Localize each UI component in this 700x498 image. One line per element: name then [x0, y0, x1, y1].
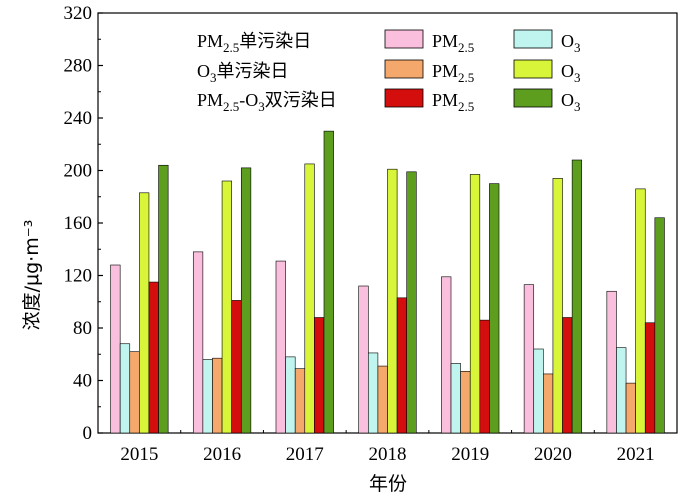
bar-2017-series-6 — [323, 130, 334, 434]
legend-label: PM2.5​ — [432, 61, 474, 85]
bar-2018-series-1 — [358, 285, 369, 434]
bar-2021-series-3 — [625, 382, 636, 434]
bar-2016-series-6 — [240, 167, 252, 434]
legend-row-title: PM2.5​单污染日 — [197, 31, 311, 55]
legend-label: PM2.5​ — [432, 31, 474, 55]
bar-2017-series-2 — [285, 356, 296, 434]
bar-2019-series-5 — [479, 319, 490, 434]
bar-2020-series-6 — [571, 159, 583, 434]
x-tick-label: 2019 — [451, 444, 489, 465]
bar-2016-series-2 — [202, 359, 213, 434]
legend-label: PM2.5​ — [432, 90, 474, 114]
bar-2019-series-4 — [469, 174, 481, 434]
bar-2015-series-1 — [110, 264, 121, 434]
bar-2021-series-1 — [606, 290, 617, 434]
bar-2018-series-4 — [387, 168, 398, 434]
y-tick-label: 40 — [73, 371, 92, 392]
legend-swatch — [513, 29, 553, 49]
bar-2018-series-5 — [396, 297, 408, 434]
legend-swatch — [384, 88, 424, 108]
bar-2018-series-3 — [377, 365, 388, 434]
bar-2019-series-2 — [450, 363, 461, 434]
y-tick-label: 280 — [64, 56, 93, 77]
bar-2016-series-5 — [231, 300, 242, 434]
bar-2015-series-4 — [139, 192, 150, 434]
x-tick-label: 2016 — [203, 444, 241, 465]
legend-row-title: O3​单污染日 — [197, 61, 289, 85]
y-axis: 0 40 80 120 160 200 240 280 320 — [64, 3, 103, 444]
bar-2017-series-3 — [294, 368, 306, 434]
bar-2015-series-2 — [119, 343, 131, 434]
bar-2016-series-4 — [221, 180, 232, 434]
x-tick-label: 2015 — [120, 444, 158, 465]
y-tick-label: 80 — [73, 318, 92, 339]
bar-2020-series-4 — [552, 178, 563, 434]
y-tick-label: 0 — [83, 423, 93, 444]
bars — [110, 130, 665, 434]
x-tick-label: 2021 — [617, 444, 655, 465]
legend-label: O3​ — [561, 90, 581, 114]
y-tick-label: 240 — [64, 108, 93, 129]
y-tick-label: 160 — [64, 213, 93, 234]
y-tick-label: 320 — [64, 3, 93, 24]
bar-2019-series-1 — [441, 276, 452, 434]
bar-2015-series-6 — [158, 164, 169, 434]
bar-2018-series-6 — [406, 171, 417, 434]
bar-2021-series-6 — [654, 217, 665, 434]
bar-2017-series-4 — [304, 163, 315, 434]
bar-2019-series-6 — [489, 183, 500, 434]
bar-2017-series-1 — [275, 260, 286, 434]
x-tick-label: 2018 — [369, 444, 407, 465]
legend-label: O3​ — [561, 31, 581, 55]
y-tick-label: 120 — [64, 266, 93, 287]
bar-2017-series-5 — [314, 317, 325, 434]
bar-2021-series-4 — [635, 188, 646, 434]
bar-2018-series-2 — [367, 352, 379, 434]
legend-row-title: PM2.5​-O3​双污染日 — [197, 90, 337, 114]
y-axis-title: 浓度/μg·m⁻³ — [21, 220, 43, 331]
bar-2020-series-1 — [523, 284, 535, 434]
legend-swatch — [384, 29, 424, 49]
bar-2020-series-3 — [543, 373, 554, 434]
bar-2021-series-2 — [616, 347, 627, 434]
legend: PM2.5​单污染日 O3​单污染日 PM2.5​-O3​双污染日 PM2.5​ O3​… — [197, 29, 581, 114]
legend-swatch — [513, 88, 553, 108]
y-tick-label: 200 — [64, 161, 93, 182]
x-axis: 2015 2016 2017 2018 2019 2020 2021 — [120, 428, 655, 465]
bar-2016-series-1 — [192, 251, 204, 434]
bar-2020-series-2 — [533, 348, 544, 434]
bar-2020-series-5 — [562, 317, 573, 434]
bar-2019-series-3 — [460, 371, 471, 434]
x-tick-label: 2020 — [534, 444, 572, 465]
legend-label: O3​ — [561, 61, 581, 85]
bar-2015-series-5 — [148, 281, 159, 434]
x-tick-label: 2017 — [286, 444, 324, 465]
bar-2021-series-5 — [644, 322, 656, 434]
bar-2016-series-3 — [212, 357, 223, 434]
legend-swatch — [384, 59, 424, 79]
legend-swatch — [513, 59, 553, 79]
x-axis-title: 年份 — [369, 473, 407, 495]
bar-2015-series-3 — [129, 351, 140, 434]
